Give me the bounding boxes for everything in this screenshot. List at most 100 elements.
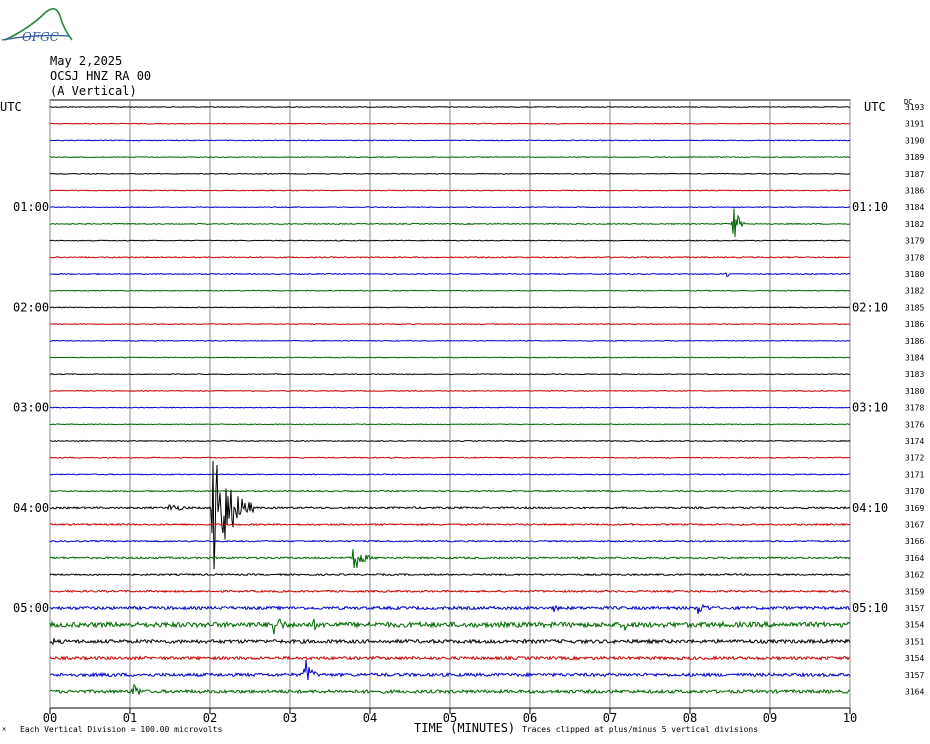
trace-line xyxy=(50,406,851,409)
x-tick-label: 08 xyxy=(683,711,697,725)
trace-line xyxy=(49,473,851,476)
trace-line xyxy=(49,439,851,443)
trace-line xyxy=(49,323,850,326)
dc-offset-label: 3166 xyxy=(905,537,924,546)
trace-line xyxy=(50,206,851,209)
x-tick-label: 06 xyxy=(523,711,537,725)
dc-offset-label: 3176 xyxy=(905,420,924,429)
dc-offset-label: 3185 xyxy=(905,303,924,312)
dc-offset-label: 3184 xyxy=(905,203,924,212)
right-time-label: 01:10 xyxy=(852,200,888,214)
component-label: (A Vertical) xyxy=(50,84,137,98)
trace-line xyxy=(49,683,850,695)
trace-line xyxy=(49,255,851,259)
trace-line xyxy=(49,603,851,615)
trace-line xyxy=(49,655,851,662)
trace-line xyxy=(49,618,851,635)
dc-offset-label: 3193 xyxy=(905,103,924,112)
dc-header-label: DC xyxy=(904,98,913,106)
dc-offset-label: 3159 xyxy=(905,587,924,596)
trace-line xyxy=(49,489,851,493)
trace-group xyxy=(49,105,851,695)
x-tick-label: 02 xyxy=(203,711,217,725)
scale-note: Each Vertical Division = 100.00 microvol… xyxy=(20,725,223,734)
dc-offset-label: 3183 xyxy=(905,370,924,379)
ofgc-logo: OFGC xyxy=(1,8,73,44)
trace-line xyxy=(49,589,851,594)
dc-offset-label: 3186 xyxy=(905,337,924,346)
dc-offset-label: 3171 xyxy=(905,470,924,479)
x-tick-label: 07 xyxy=(603,711,617,725)
dc-offset-label: 3184 xyxy=(905,354,924,363)
trace-line xyxy=(49,460,851,570)
dc-offset-label: 3180 xyxy=(905,387,924,396)
dc-offset-label: 3162 xyxy=(905,571,924,580)
right-time-label: 03:10 xyxy=(852,401,888,415)
station-label: OCSJ HNZ RA 00 xyxy=(50,69,152,83)
dc-offset-label: 3182 xyxy=(905,220,924,229)
dc-offset-label: 3179 xyxy=(905,237,924,246)
dc-offset-label: 3157 xyxy=(905,671,924,680)
dc-offset-label: 3167 xyxy=(905,521,924,530)
utc-left-label: UTC xyxy=(0,100,22,114)
date-label: May 2,2025 xyxy=(50,54,123,68)
trace-line xyxy=(49,549,851,569)
x-tick-label: 00 xyxy=(43,711,57,725)
logo-text: OFGC xyxy=(22,30,59,44)
x-tick-label: 09 xyxy=(763,711,777,725)
dc-offset-label: 3178 xyxy=(905,253,924,262)
dc-offset-label: 3180 xyxy=(905,270,924,279)
right-time-label: 02:10 xyxy=(852,300,888,314)
clip-note: Traces clipped at plus/minus 5 vertical … xyxy=(522,725,759,734)
dc-offset-label: 3178 xyxy=(905,404,924,413)
dc-offset-label: 3186 xyxy=(905,187,924,196)
x-tick-label: 01 xyxy=(123,711,137,725)
left-time-label: 01:00 xyxy=(13,200,49,214)
left-time-label: 05:00 xyxy=(13,601,49,615)
trace-line xyxy=(49,660,851,681)
dc-offset-label: 3191 xyxy=(905,120,924,129)
trace-line xyxy=(49,172,851,175)
trace-line xyxy=(49,356,851,359)
trace-line xyxy=(49,105,851,109)
trace-line xyxy=(49,389,851,392)
dc-offset-label: 3164 xyxy=(905,554,924,563)
trace-line xyxy=(49,373,851,376)
x-tick-label: 04 xyxy=(363,711,377,725)
trace-line xyxy=(50,156,851,159)
trace-line xyxy=(49,239,850,242)
trace-line xyxy=(49,539,850,543)
label-group: 00 01 02 03 04 05 06 07 08 09 10 3193 3191 3190 3189 31… xyxy=(13,103,924,725)
left-time-label: 03:00 xyxy=(13,401,49,415)
trace-line xyxy=(49,456,851,459)
trace-line xyxy=(49,423,851,426)
dc-offset-label: 3182 xyxy=(905,287,924,296)
corner-mark: ✕ xyxy=(2,725,7,733)
x-tick-label: 05 xyxy=(443,711,457,725)
dc-offset-label: 3187 xyxy=(905,170,924,179)
right-time-label: 04:10 xyxy=(852,501,888,515)
trace-line xyxy=(49,638,851,646)
trace-line xyxy=(49,522,851,527)
right-time-label: 05:10 xyxy=(852,601,888,615)
trace-line xyxy=(49,289,851,292)
dc-offset-label: 3189 xyxy=(905,153,924,162)
dc-offset-label: 3190 xyxy=(905,136,924,145)
dc-offset-label: 3172 xyxy=(905,454,924,463)
dc-offset-label: 3157 xyxy=(905,604,924,613)
trace-line xyxy=(50,208,851,238)
dc-offset-label: 3170 xyxy=(905,487,924,496)
dc-offset-label: 3151 xyxy=(905,637,924,646)
trace-line xyxy=(49,139,850,142)
trace-line xyxy=(49,339,851,342)
left-time-label: 02:00 xyxy=(13,300,49,314)
x-tick-label: 03 xyxy=(283,711,297,725)
dc-offset-label: 3154 xyxy=(905,654,924,663)
trace-line xyxy=(49,272,851,277)
x-tick-label: 10 xyxy=(843,711,857,725)
dc-offset-label: 3186 xyxy=(905,320,924,329)
left-time-label: 04:00 xyxy=(13,501,49,515)
trace-line xyxy=(49,189,851,192)
dc-offset-label: 3164 xyxy=(905,688,924,697)
